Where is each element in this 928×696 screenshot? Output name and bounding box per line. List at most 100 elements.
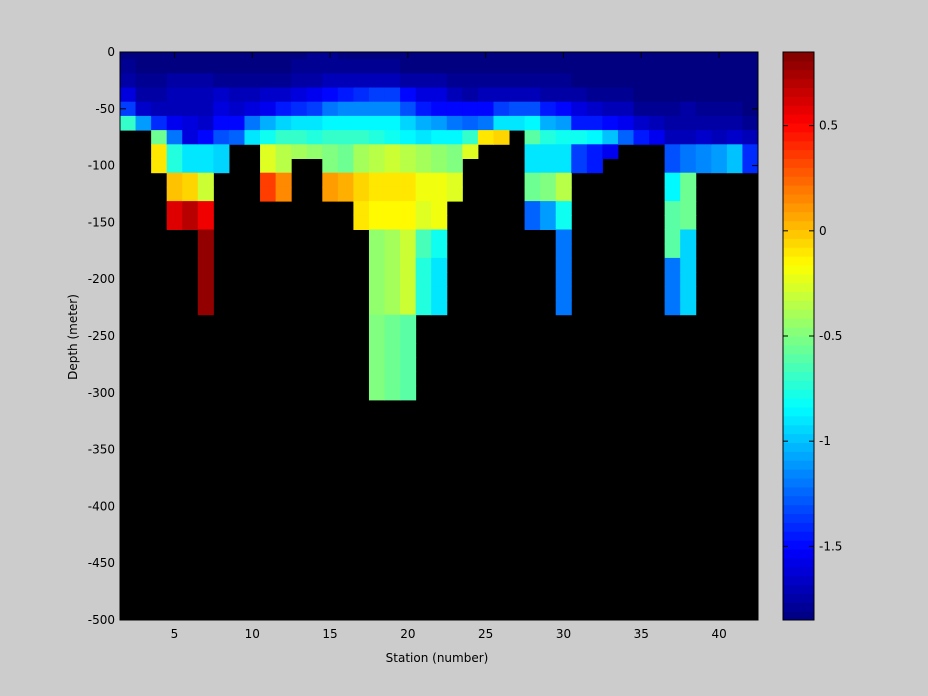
- heatmap-cell: [431, 229, 448, 245]
- heatmap-cell: [571, 101, 588, 117]
- colorbar-band: [783, 513, 814, 523]
- heatmap-cell: [680, 272, 697, 287]
- heatmap-cell: [462, 144, 479, 159]
- heatmap-cell: [135, 115, 152, 131]
- heatmap-cell: [524, 144, 541, 159]
- heatmap-cell: [571, 52, 588, 60]
- colorbar-band: [783, 140, 814, 151]
- heatmap-cell: [275, 130, 292, 145]
- heatmap-cell: [462, 73, 479, 88]
- heatmap-cell: [695, 130, 712, 145]
- colorbar-band: [783, 131, 814, 142]
- heatmap-cell: [368, 115, 386, 131]
- heatmap-cell: [197, 101, 214, 117]
- heatmap-cell: [664, 215, 681, 230]
- heatmap-cell: [555, 215, 572, 230]
- colorbar-band: [783, 522, 814, 532]
- heatmap-cell: [446, 73, 463, 88]
- heatmap-cell: [431, 158, 448, 174]
- heatmap-cell: [384, 59, 401, 74]
- heatmap-cell: [151, 144, 168, 159]
- heatmap-cell: [680, 87, 697, 103]
- heatmap-cell: [462, 87, 479, 103]
- heatmap-cell: [649, 52, 666, 60]
- heatmap-cell: [664, 286, 681, 301]
- heatmap-cell: [400, 257, 417, 273]
- heatmap-cell: [182, 215, 199, 230]
- heatmap-cell: [726, 87, 743, 103]
- heatmap-cell: [680, 130, 697, 145]
- heatmap-cell: [244, 59, 261, 74]
- heatmap-cell: [586, 73, 603, 88]
- heatmap-cell: [664, 229, 681, 245]
- heatmap-cell: [260, 115, 277, 131]
- heatmap-cell: [353, 215, 370, 230]
- heatmap-cell: [742, 87, 759, 103]
- colorbar-band: [783, 185, 814, 195]
- heatmap-cell: [415, 215, 432, 230]
- heatmap-cell: [726, 130, 743, 145]
- heatmap-cell: [664, 144, 681, 159]
- heatmap-cell: [197, 201, 214, 216]
- heatmap-cell: [695, 101, 712, 117]
- heatmap-cell: [275, 172, 292, 188]
- heatmap-cell: [446, 130, 463, 145]
- heatmap-cell: [415, 300, 432, 316]
- heatmap-cell: [555, 229, 572, 245]
- heatmap-cell: [260, 52, 277, 60]
- colorbar-tick-label: 0: [819, 224, 827, 238]
- heatmap-cell: [291, 59, 308, 74]
- heatmap-cell: [368, 229, 386, 245]
- colorbar-band: [783, 593, 814, 603]
- x-tick-label: 30: [556, 627, 571, 641]
- heatmap-cell: [509, 101, 526, 117]
- heatmap-cell: [431, 172, 448, 188]
- heatmap-cell: [742, 73, 759, 88]
- heatmap-cell: [726, 73, 743, 88]
- colorbar-band: [783, 60, 814, 71]
- heatmap-cell: [664, 158, 681, 174]
- heatmap-cell: [400, 215, 417, 230]
- heatmap-cell: [322, 186, 339, 202]
- heatmap-cell: [602, 87, 619, 103]
- heatmap-cell: [400, 201, 417, 216]
- y-tick-label: -200: [88, 272, 115, 286]
- x-tick-label: 25: [478, 627, 493, 641]
- heatmap-cell: [680, 243, 697, 259]
- heatmap-cell: [602, 73, 619, 88]
- y-tick-label: -150: [88, 215, 115, 229]
- heatmap-cell: [400, 385, 417, 401]
- heatmap-cell: [353, 186, 370, 202]
- heatmap-cell: [680, 52, 697, 60]
- heatmap-cell: [275, 186, 292, 202]
- heatmap-cell: [446, 172, 463, 188]
- heatmap-cell: [524, 101, 541, 117]
- heatmap-cell: [260, 144, 277, 159]
- heatmap-cell: [524, 186, 541, 202]
- heatmap-cell: [524, 87, 541, 103]
- heatmap-cell: [477, 73, 494, 88]
- heatmap-cell: [415, 130, 432, 145]
- heatmap-cell: [120, 101, 137, 117]
- heatmap-cell: [680, 201, 697, 216]
- heatmap-cell: [120, 87, 137, 103]
- heatmap-cell: [291, 73, 308, 88]
- heatmap-cell: [368, 158, 386, 174]
- colorbar-band: [783, 256, 814, 266]
- heatmap-cell: [368, 300, 386, 316]
- heatmap-cell: [431, 73, 448, 88]
- heatmap-cell: [120, 115, 137, 131]
- heatmap-cell: [540, 172, 557, 188]
- heatmap-cell: [182, 130, 199, 145]
- heatmap-cell: [571, 59, 588, 74]
- heatmap-cell: [415, 201, 432, 216]
- heatmap-cell: [182, 59, 199, 74]
- colorbar-band: [783, 424, 814, 435]
- heatmap-cell: [275, 115, 292, 131]
- heatmap-cell: [617, 59, 635, 74]
- colorbar-band: [783, 114, 814, 124]
- heatmap-cell: [742, 144, 759, 159]
- heatmap-cell: [197, 300, 214, 316]
- heatmap-cell: [431, 115, 448, 131]
- heatmap-cell: [337, 73, 354, 88]
